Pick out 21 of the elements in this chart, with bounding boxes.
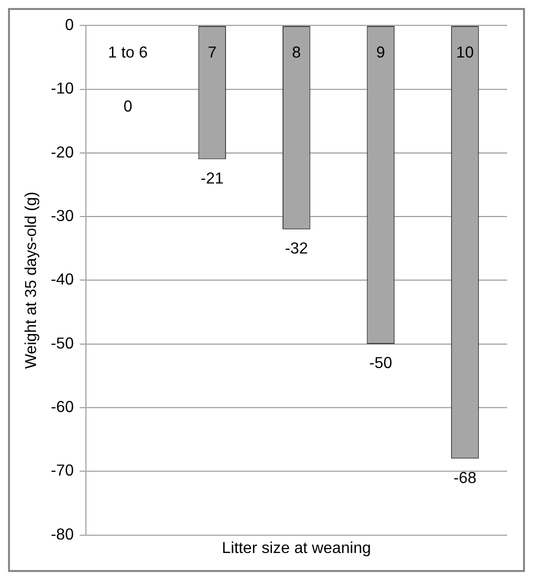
y-tick-label: -50: [50, 335, 74, 352]
x-tick-label: 8: [292, 44, 302, 62]
y-tick-label: -80: [50, 526, 74, 544]
y-tick-label: -40: [50, 272, 74, 289]
y-tick-label: -60: [50, 399, 74, 416]
y-tick-label: 0: [64, 16, 74, 34]
y-axis-title: Weight at 35 days-old (g): [22, 192, 40, 369]
y-tick-label: -30: [50, 208, 74, 225]
x-tick-label: 10: [456, 44, 474, 62]
x-tick-label: 7: [208, 44, 217, 62]
x-axis-title: Litter size at weaning: [222, 540, 371, 557]
y-tick-label: -70: [50, 462, 74, 480]
y-tick-label: -10: [50, 80, 74, 98]
data-label: -68: [454, 470, 477, 487]
data-label: -32: [284, 240, 308, 258]
annotation: 0: [123, 98, 132, 116]
x-tick-label: 1 to 6: [108, 44, 148, 62]
data-label: -50: [369, 355, 392, 372]
x-tick-label: 9: [376, 44, 386, 62]
data-label: -21: [200, 170, 224, 188]
y-tick-label: -20: [50, 144, 74, 162]
